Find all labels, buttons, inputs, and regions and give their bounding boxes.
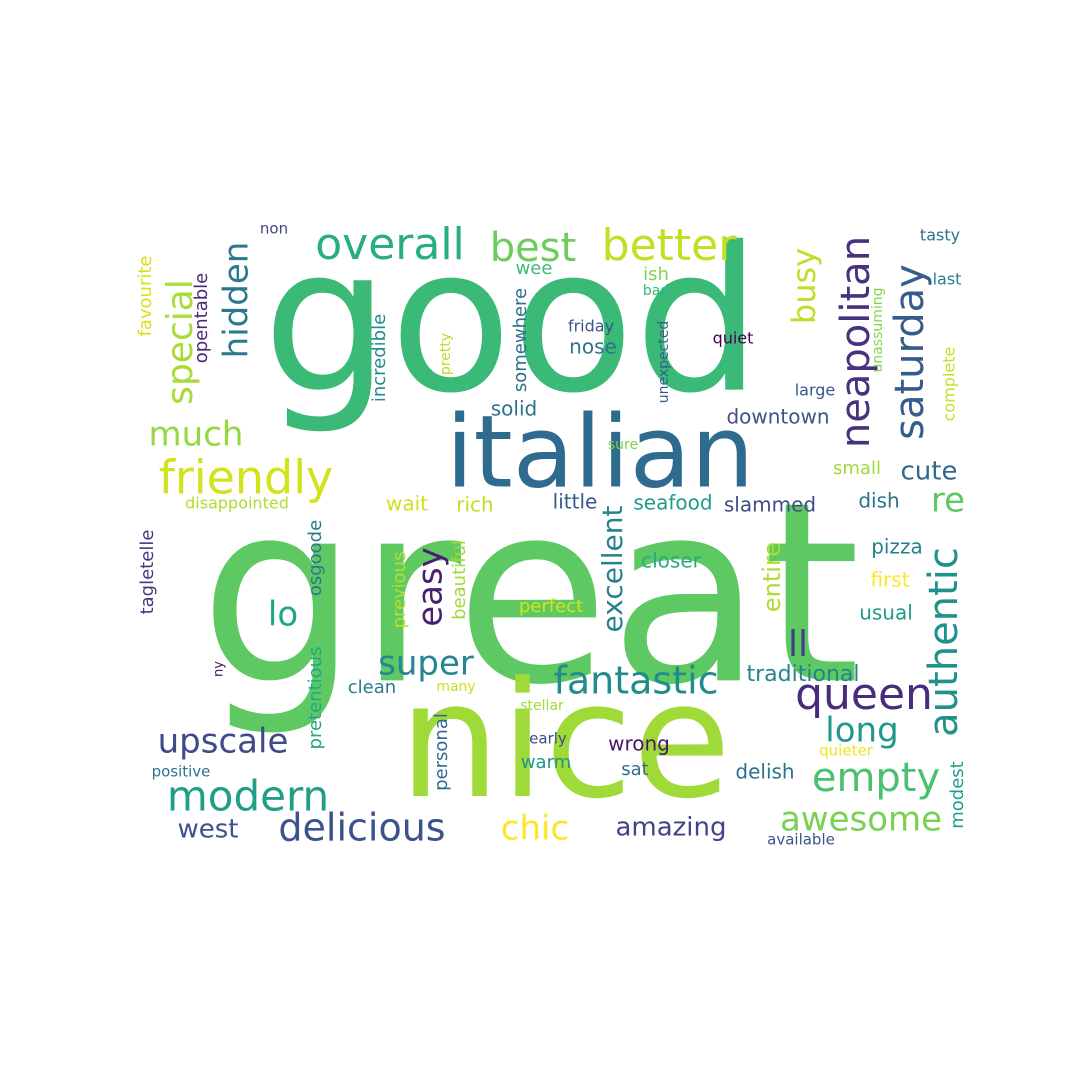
word-previous: previous	[389, 552, 410, 629]
word-italian: italian	[446, 393, 755, 510]
word-somewhere: somewhere	[510, 288, 531, 392]
word-little: little	[553, 490, 598, 514]
word-early: early	[529, 730, 567, 748]
word-solid: solid	[491, 397, 537, 421]
word-super: super	[378, 644, 474, 684]
word-busy: busy	[785, 248, 823, 324]
word-friday: friday	[568, 317, 614, 336]
word-empty: empty	[812, 755, 940, 801]
word-easy: easy	[411, 547, 451, 627]
word-saturday: saturday	[887, 264, 933, 440]
word-cute: cute	[901, 457, 958, 487]
word-ish: ish	[643, 264, 669, 285]
word-unexpected: unexpected	[656, 321, 672, 404]
word-ll: ll	[788, 624, 808, 665]
word-closer: closer	[641, 549, 702, 573]
word-special: special	[160, 279, 201, 405]
word-long: long	[825, 711, 898, 751]
word-non: non	[260, 220, 288, 238]
word-great: great	[199, 448, 860, 739]
word-good: good	[263, 205, 762, 438]
word-sat: sat	[621, 759, 648, 780]
word-west: west	[177, 815, 238, 845]
word-dish: dish	[858, 489, 899, 513]
word-small: small	[833, 458, 881, 479]
word-large: large	[795, 381, 836, 400]
word-fantastic: fantastic	[553, 659, 718, 703]
word-warm: warm	[521, 752, 571, 773]
word-modern: modern	[167, 772, 329, 821]
word-favourite: favourite	[135, 256, 156, 337]
word-friendly: friendly	[159, 451, 334, 505]
word-authentic: authentic	[921, 547, 967, 737]
word-delicious: delicious	[278, 806, 445, 850]
word-nose: nose	[569, 335, 617, 359]
word-complete: complete	[940, 347, 959, 422]
word-positive: positive	[152, 763, 211, 781]
word-unassuming: unassuming	[870, 287, 886, 372]
word-sure: sure	[608, 437, 638, 453]
word-ny: ny	[212, 661, 227, 677]
word-clean: clean	[348, 677, 396, 698]
word-hidden: hidden	[217, 242, 257, 359]
word-perfect: perfect	[519, 596, 583, 617]
word-modest: modest	[947, 761, 968, 828]
word-quieter: quieter	[819, 742, 874, 760]
word-entire: entire	[758, 542, 786, 612]
word-overall: overall	[315, 219, 465, 270]
word-upscale: upscale	[158, 722, 289, 762]
word-pizza: pizza	[871, 535, 923, 559]
word-personal: personal	[431, 713, 452, 791]
word-slammed: slammed	[724, 493, 816, 517]
word-seafood: seafood	[633, 491, 712, 515]
word-lo: lo	[268, 595, 298, 635]
word-delish: delish	[735, 760, 794, 784]
word-last: last	[933, 270, 962, 289]
word-tagletelle: tagletelle	[137, 530, 158, 615]
word-best: best	[490, 225, 577, 271]
word-disappointed: disappointed	[185, 494, 289, 513]
word-beautiful: beautiful	[449, 540, 470, 620]
word-rich: rich	[456, 493, 493, 517]
word-bad: bad	[643, 283, 669, 299]
word-quiet: quiet	[713, 329, 754, 348]
word-opentable: opentable	[191, 273, 212, 364]
word-excellent: excellent	[596, 506, 629, 633]
word-nice: nice	[399, 647, 731, 834]
word-amazing: amazing	[615, 813, 726, 843]
word-traditional: traditional	[747, 662, 860, 687]
word-awesome: awesome	[780, 800, 942, 840]
word-wait: wait	[386, 492, 428, 516]
word-queen: queen	[795, 669, 933, 720]
word-pretentious: pretentious	[305, 647, 326, 750]
word-much: much	[149, 415, 244, 455]
word-wrong: wrong	[608, 732, 670, 756]
word-osgoode: osgoode	[305, 520, 326, 596]
word-chic: chic	[501, 809, 569, 849]
word-incredible: incredible	[369, 314, 390, 402]
word-pretty: pretty	[438, 333, 454, 375]
word-downtown: downtown	[726, 405, 829, 429]
word-better: better	[602, 220, 738, 271]
word-stellar: stellar	[520, 698, 564, 714]
word-first: first	[870, 568, 909, 592]
word-usual: usual	[859, 601, 913, 625]
word-tasty: tasty	[920, 226, 960, 245]
word-many: many	[436, 679, 475, 695]
word-neapolitan: neapolitan	[833, 236, 879, 448]
word-available: available	[767, 831, 835, 849]
word-re: re	[931, 481, 965, 521]
word-wee: wee	[516, 258, 553, 279]
